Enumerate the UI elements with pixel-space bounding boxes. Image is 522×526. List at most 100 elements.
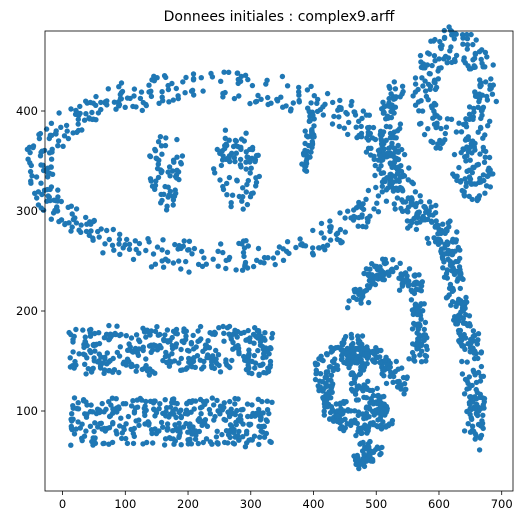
- data-point: [212, 170, 218, 176]
- data-point: [161, 73, 168, 79]
- x-tick-label: 200: [177, 497, 199, 511]
- data-point: [309, 129, 315, 136]
- data-point: [367, 438, 373, 445]
- data-point: [160, 264, 167, 270]
- data-point: [197, 405, 204, 411]
- data-point: [236, 193, 242, 200]
- data-point: [339, 417, 345, 424]
- data-point: [93, 93, 99, 100]
- data-point: [83, 228, 90, 235]
- data-point: [471, 144, 477, 150]
- data-point: [334, 363, 340, 369]
- data-point: [457, 285, 463, 292]
- data-point: [483, 79, 489, 85]
- data-point: [165, 339, 171, 345]
- data-point: [459, 371, 466, 377]
- data-point: [426, 240, 432, 246]
- data-point: [178, 355, 184, 362]
- data-point: [140, 99, 146, 106]
- data-point: [340, 398, 347, 405]
- data-point: [467, 176, 474, 182]
- data-point: [36, 135, 43, 142]
- data-point: [250, 410, 256, 417]
- data-point: [320, 112, 326, 118]
- data-point: [159, 94, 165, 100]
- data-point: [396, 378, 402, 385]
- data-point: [471, 64, 477, 71]
- data-point: [237, 162, 244, 168]
- data-point: [313, 367, 319, 373]
- data-point: [348, 422, 354, 429]
- data-point: [375, 392, 381, 399]
- data-point: [342, 229, 348, 235]
- data-point: [426, 51, 432, 57]
- data-point: [401, 387, 408, 393]
- data-point: [215, 441, 221, 447]
- data-point: [30, 144, 36, 151]
- data-point: [138, 89, 145, 95]
- data-point: [378, 347, 384, 354]
- data-point: [383, 123, 390, 130]
- data-point: [419, 348, 425, 354]
- data-point: [197, 323, 204, 330]
- data-point: [263, 348, 269, 354]
- data-point: [348, 371, 354, 378]
- data-point: [160, 237, 166, 243]
- data-point: [132, 405, 139, 411]
- data-point: [478, 349, 485, 355]
- data-point: [365, 217, 371, 223]
- data-point: [401, 381, 408, 387]
- data-point: [187, 436, 193, 442]
- data-point: [370, 348, 376, 355]
- data-point: [130, 256, 137, 263]
- data-point: [447, 262, 454, 268]
- data-point: [256, 441, 262, 448]
- data-point: [460, 320, 467, 326]
- data-point: [96, 340, 103, 347]
- data-point: [438, 125, 444, 132]
- x-tick-label: 700: [491, 497, 513, 511]
- data-point: [165, 425, 171, 431]
- data-point: [263, 81, 269, 87]
- data-point: [157, 342, 163, 349]
- data-point: [183, 420, 189, 427]
- data-point: [222, 127, 229, 133]
- data-point: [470, 328, 477, 334]
- data-point: [209, 74, 216, 80]
- data-point: [214, 428, 220, 434]
- data-point: [394, 384, 401, 390]
- data-point: [479, 107, 485, 114]
- data-point: [407, 223, 413, 229]
- data-point: [152, 261, 159, 267]
- data-point: [414, 220, 420, 226]
- data-point: [489, 91, 496, 97]
- data-point: [463, 124, 470, 130]
- data-point: [456, 164, 462, 171]
- data-point: [464, 359, 470, 365]
- data-point: [77, 103, 83, 110]
- data-point: [475, 129, 481, 135]
- data-point: [469, 196, 475, 203]
- data-point: [390, 134, 396, 140]
- data-point: [175, 428, 181, 434]
- data-point: [269, 335, 275, 341]
- data-point: [477, 394, 483, 401]
- data-point: [462, 176, 468, 182]
- data-point: [236, 437, 242, 443]
- data-point: [416, 332, 422, 338]
- data-point: [335, 413, 341, 420]
- data-point: [166, 99, 172, 105]
- data-point: [146, 329, 152, 336]
- data-point: [348, 342, 355, 348]
- data-point: [228, 203, 234, 210]
- data-point: [308, 100, 314, 106]
- data-point: [274, 250, 281, 256]
- data-point: [174, 154, 180, 160]
- data-point: [321, 412, 327, 418]
- data-point: [234, 70, 241, 76]
- data-point: [100, 250, 106, 256]
- data-point: [443, 124, 450, 130]
- data-point: [68, 228, 74, 234]
- data-point: [158, 143, 165, 149]
- data-point: [116, 241, 122, 247]
